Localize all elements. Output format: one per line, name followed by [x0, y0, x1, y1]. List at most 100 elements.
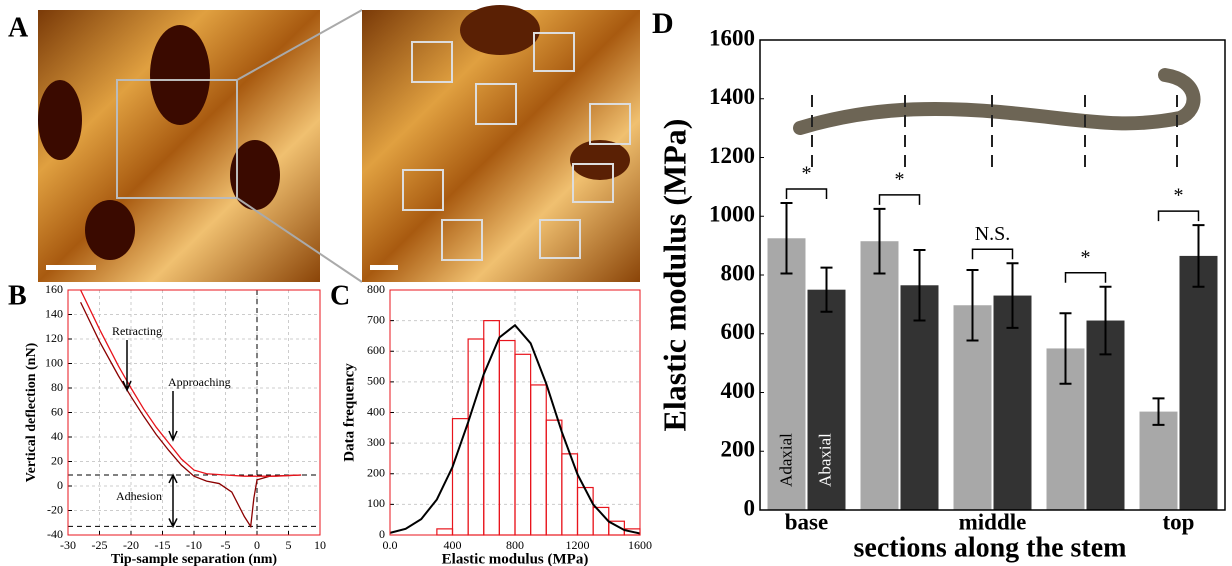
plot-frame	[389, 289, 641, 536]
y-tick-label: 1400	[709, 84, 755, 109]
bar	[1179, 255, 1218, 510]
legend-label: Abaxial	[815, 433, 834, 487]
y-tick-label: 1000	[709, 202, 755, 227]
x-tick-label: 5	[286, 538, 292, 552]
y-tick-label: 400	[367, 404, 385, 418]
annotation: Retracting	[112, 324, 162, 338]
error-bar	[1099, 285, 1112, 356]
histogram-bar	[576, 486, 594, 536]
bar	[900, 285, 939, 510]
bar	[993, 295, 1032, 510]
histogram-bar	[530, 384, 547, 536]
x-tick-label: 1600	[628, 538, 652, 552]
y-tick-label: 700	[367, 312, 385, 326]
y-tick-label: 1200	[709, 143, 755, 168]
bar	[1139, 411, 1178, 510]
significance-bracket	[785, 188, 828, 200]
y-tick-label: 100	[45, 355, 63, 369]
axis-title: Data frequency	[341, 363, 357, 462]
error-bar	[1059, 312, 1072, 385]
annotation: Adhesion	[116, 489, 162, 503]
x-tick-label: 0	[254, 538, 260, 552]
y-tick-label: 100	[367, 496, 385, 510]
x-tick-label: -20	[123, 538, 139, 552]
legend-label: Adaxial	[776, 433, 795, 487]
y-tick-label: 0	[57, 478, 63, 492]
y-tick-label: 600	[367, 343, 385, 357]
histogram-bar	[545, 419, 563, 536]
y-tick-label: 400	[721, 378, 756, 403]
x-tick-label: -10	[186, 538, 202, 552]
x-tick-label: base	[785, 509, 828, 534]
error-bar	[1192, 224, 1205, 288]
x-tick-label: top	[1163, 509, 1195, 534]
panel-label: C	[330, 280, 350, 311]
y-tick-label: 600	[721, 319, 756, 344]
x-tick-label: middle	[959, 509, 1027, 534]
significance-label: *	[1174, 185, 1184, 207]
x-tick-label: 1200	[566, 538, 590, 552]
bar	[860, 241, 899, 510]
error-bar	[873, 207, 886, 275]
y-tick-label: 60	[51, 404, 63, 418]
error-bar	[820, 266, 833, 313]
error-bar	[780, 202, 793, 275]
data-line	[80, 289, 302, 477]
histogram-bar	[467, 338, 485, 536]
arrow	[168, 473, 178, 529]
axis-title: Elastic modulus (MPa)	[656, 119, 692, 432]
significance-bracket	[878, 194, 921, 205]
x-tick-label: -5	[221, 538, 231, 552]
arrow	[122, 340, 132, 392]
y-tick-label: 800	[721, 260, 756, 285]
y-tick-label: -20	[47, 502, 63, 516]
error-bar	[1152, 397, 1165, 426]
error-bar	[1006, 262, 1019, 329]
afm-images	[38, 5, 640, 283]
y-tick-label: 160	[45, 282, 63, 296]
y-tick-label: 20	[51, 453, 63, 467]
x-tick-label: 10	[314, 538, 326, 552]
fit-curve	[389, 323, 641, 535]
y-tick-label: 120	[45, 331, 63, 345]
y-tick-label: 500	[367, 374, 385, 388]
bar	[807, 289, 846, 510]
significance-bracket	[971, 248, 1014, 260]
panel-label: B	[8, 280, 27, 311]
y-tick-label: 0	[379, 527, 385, 541]
significance-label: N.S.	[975, 223, 1011, 245]
stem-photo	[793, 68, 1201, 172]
significance-label: *	[895, 169, 905, 191]
histogram-bar	[436, 528, 454, 536]
x-tick-label: -30	[60, 538, 76, 552]
y-tick-label: 200	[367, 466, 385, 480]
y-tick-label: 300	[367, 435, 385, 449]
data-line	[80, 301, 302, 529]
error-bar	[966, 269, 979, 342]
x-tick-label: -25	[92, 538, 108, 552]
y-tick-label: 80	[51, 380, 63, 394]
x-tick-label: -15	[155, 538, 171, 552]
y-tick-label: 200	[721, 437, 756, 462]
axis-title: sections along the stem	[854, 532, 1127, 563]
axis-title: Vertical deflection (nN)	[24, 342, 39, 482]
axis-title: Elastic modulus (MPa)	[442, 551, 589, 566]
significance-bracket	[1157, 210, 1200, 222]
y-tick-label: 1600	[709, 25, 755, 50]
plot-frame	[67, 289, 321, 536]
y-tick-label: -40	[47, 527, 63, 541]
y-tick-label: 800	[367, 282, 385, 296]
bar	[767, 238, 806, 510]
axis-title: Tip-sample separation (nm)	[111, 552, 278, 566]
y-tick-label: 0	[744, 495, 756, 520]
histogram-bar	[483, 320, 500, 536]
annotation: Approaching	[168, 375, 231, 389]
histogram-bar	[451, 418, 469, 536]
x-tick-label: 400	[444, 538, 462, 552]
panel-label: A	[8, 12, 29, 43]
y-tick-label: 40	[51, 429, 63, 443]
x-tick-label: 800	[506, 538, 524, 552]
significance-label: *	[802, 163, 812, 185]
y-tick-label: 140	[45, 306, 63, 320]
